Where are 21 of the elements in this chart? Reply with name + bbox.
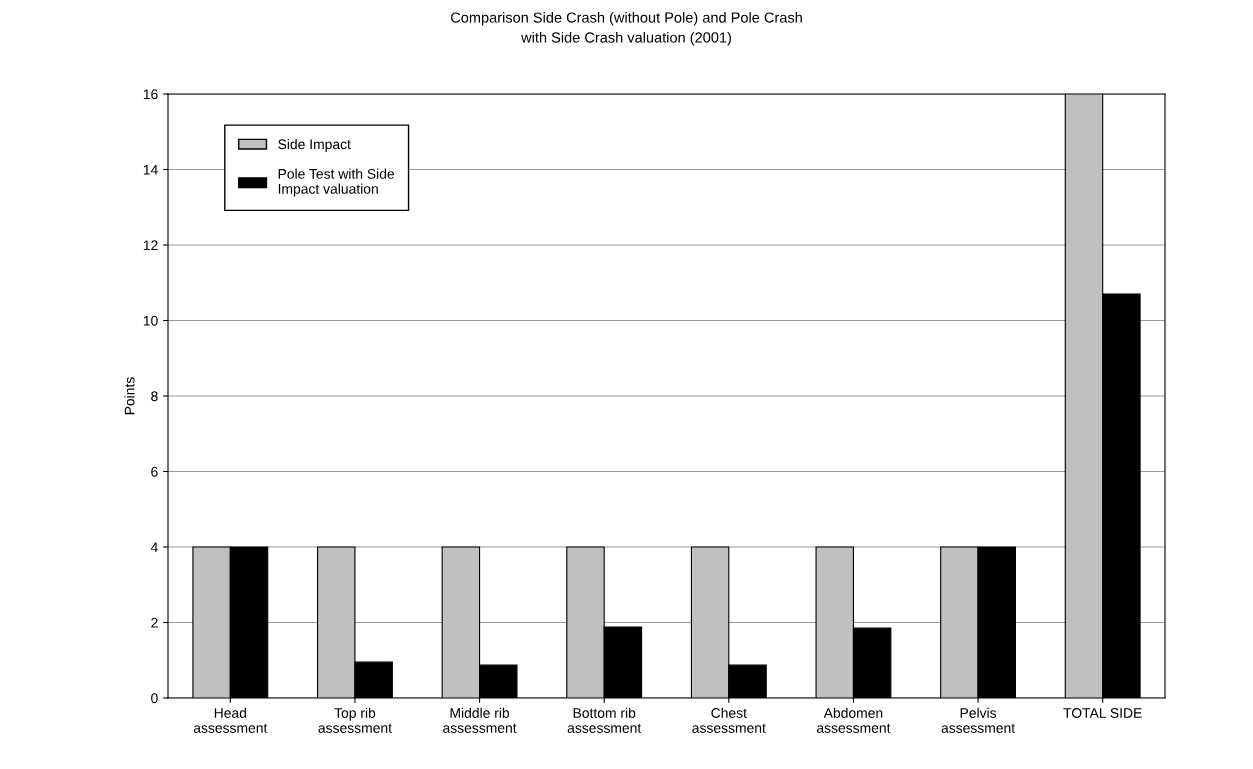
y-tick-label: 12 [143, 240, 158, 251]
x-tick-label: Chest assessment [692, 707, 766, 733]
legend-label: Side Impact [278, 138, 351, 152]
x-tick-label: Abdomen assessment [816, 707, 891, 733]
y-tick-label: 10 [143, 315, 158, 326]
y-tick-label: 0 [151, 693, 158, 704]
chart-title: Comparison Side Crash (without Pole) and Pole Crash with Side Crash valuation (2001) [450, 12, 802, 46]
y-tick-label: 8 [151, 391, 158, 402]
y-tick-label: 6 [151, 466, 158, 477]
x-tick-label: Head assessment [193, 707, 268, 733]
x-tick-label: Bottom rib assessment [567, 707, 642, 733]
x-tick-label: Top rib assessment [318, 707, 392, 733]
legend-label: Pole Test with Side Impact valuation [278, 168, 395, 197]
y-tick-label: 14 [143, 164, 158, 175]
y-tick-label: 2 [151, 617, 158, 628]
x-tick-label: Pelvis assessment [941, 707, 1016, 733]
y-tick-label: 16 [143, 89, 158, 100]
y-tick-label: 4 [150, 542, 158, 553]
y-axis-title: Points [124, 377, 135, 415]
x-tick-label: Middle rib assessment [443, 707, 517, 733]
x-tick-label: TOTAL SIDE [1063, 708, 1142, 718]
